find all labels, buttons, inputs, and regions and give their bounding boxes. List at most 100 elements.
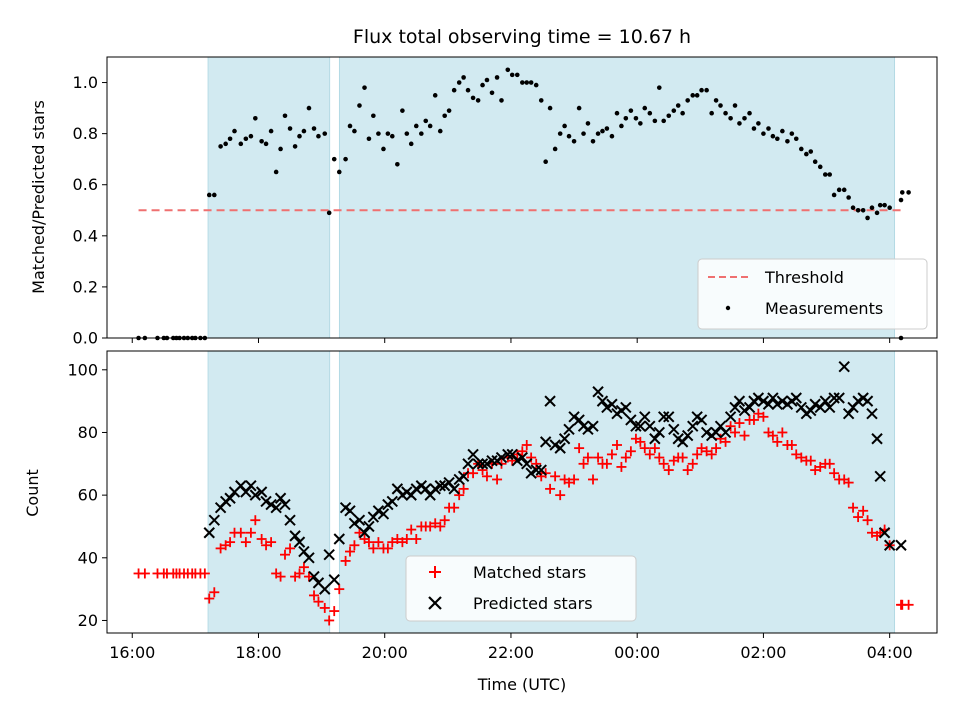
predicted-star-point: [208, 514, 221, 526]
predicted-star-point: [245, 480, 257, 492]
matched-star-point: [368, 543, 379, 554]
measurement-point: [287, 126, 293, 131]
measurement-point: [812, 159, 818, 165]
measurement-point: [718, 103, 723, 108]
x-axis-label: Time (UTC): [477, 675, 566, 694]
y-tick-label: 100: [67, 360, 98, 379]
measurement-point: [366, 136, 372, 142]
measurement-point: [331, 156, 337, 162]
predicted-star-point: [308, 570, 320, 583]
predicted-star-point: [649, 433, 661, 445]
measurement-point: [248, 133, 254, 139]
measurement-point: [699, 87, 704, 93]
matched-star-point: [616, 461, 627, 472]
matched-star-point: [449, 502, 460, 513]
measurement-point: [647, 110, 653, 116]
x-tick-label: 04:00: [867, 643, 913, 662]
measurement-point: [253, 116, 258, 121]
predicted-star-point: [274, 492, 287, 504]
measurement-point: [628, 108, 634, 113]
measurement-point: [316, 133, 321, 139]
measurement-point: [400, 108, 405, 113]
measurement-point: [770, 133, 776, 139]
measurement-point: [212, 192, 217, 198]
matched-star-point: [387, 537, 398, 548]
matched-star-point: [578, 458, 589, 469]
x-tick-label: 18:00: [235, 643, 281, 662]
measurement-point: [747, 110, 752, 116]
y-tick-label: 0.4: [73, 226, 98, 245]
predicted-star-point: [279, 498, 291, 511]
top-panel-y-axis: 0.0 0.2 0.4 0.6 0.8 1.0: [73, 73, 107, 348]
measurement-point: [273, 169, 279, 175]
measurement-point: [470, 95, 476, 101]
matched-star-point: [649, 443, 660, 454]
predicted-star-point: [663, 411, 675, 423]
measurement-point: [906, 190, 911, 195]
matched-star-point: [298, 562, 309, 573]
measurement-point: [723, 110, 728, 116]
matched-star-point: [334, 584, 345, 595]
y-tick-label: 0.2: [73, 277, 98, 296]
measurement-point: [347, 123, 353, 129]
matched-star-point: [531, 458, 542, 469]
measurement-point: [789, 131, 795, 136]
matched-star-point: [349, 540, 360, 551]
matched-star-point: [354, 527, 365, 538]
matched-star-point: [753, 408, 764, 419]
matched-star-point: [324, 615, 335, 626]
y-tick-label: 60: [78, 486, 98, 505]
matched-star-point: [748, 414, 759, 425]
measurement-point: [389, 133, 395, 139]
shaded-region: [207, 350, 331, 634]
predicted-star-point: [644, 420, 656, 432]
predicted-star-point: [386, 495, 398, 508]
predicted-star-point: [819, 395, 831, 407]
measurement-point: [685, 98, 690, 103]
measurement-point: [509, 72, 515, 78]
measurement-point: [543, 159, 548, 165]
matched-star-point: [209, 587, 220, 598]
measurement-point: [292, 144, 298, 149]
y-tick-label: 0.0: [73, 329, 98, 348]
predicted-star-point: [558, 433, 571, 445]
predicted-star-point: [521, 458, 533, 470]
measurement-point: [713, 98, 719, 103]
measurement-point: [614, 110, 620, 116]
measurement-point: [831, 192, 837, 198]
predicted-star-point: [596, 395, 609, 407]
y-tick-label: 20: [78, 611, 98, 630]
measurement-point: [408, 141, 414, 147]
measurement-point: [499, 98, 504, 103]
matched-star-point: [848, 502, 859, 513]
measurement-point: [804, 151, 809, 157]
x-tick-label: 16:00: [109, 643, 155, 662]
predicted-star-point: [462, 458, 474, 470]
matched-star-point: [682, 465, 693, 476]
measurement-point: [841, 187, 847, 193]
measurement-point: [566, 133, 572, 139]
bottom-panel-legend: Matched stars Predicted stars: [405, 555, 637, 622]
matched-star-point: [392, 534, 403, 544]
matched-star-point: [796, 452, 807, 463]
measurement-point: [590, 139, 596, 144]
predicted-star-point: [525, 467, 537, 479]
matched-star-point: [606, 449, 617, 460]
matched-star-point: [439, 515, 450, 526]
matched-star-point: [406, 524, 417, 535]
matched-star-point: [810, 465, 821, 476]
predicted-star-point: [620, 401, 632, 414]
predicted-star-point: [687, 420, 699, 432]
measurement-point: [675, 103, 681, 108]
predicted-star-point: [303, 552, 315, 564]
measurement-point: [869, 205, 875, 211]
matched-star-point: [720, 436, 731, 447]
predicted-star-point: [752, 392, 765, 404]
matched-star-point: [517, 446, 528, 457]
measurement-point: [656, 85, 662, 90]
matched-star-point: [687, 458, 698, 469]
measurement-point: [609, 133, 615, 139]
predicted-star-point: [606, 398, 618, 410]
matched-star-point: [139, 568, 150, 579]
legend-matched-swatch: [429, 566, 441, 578]
